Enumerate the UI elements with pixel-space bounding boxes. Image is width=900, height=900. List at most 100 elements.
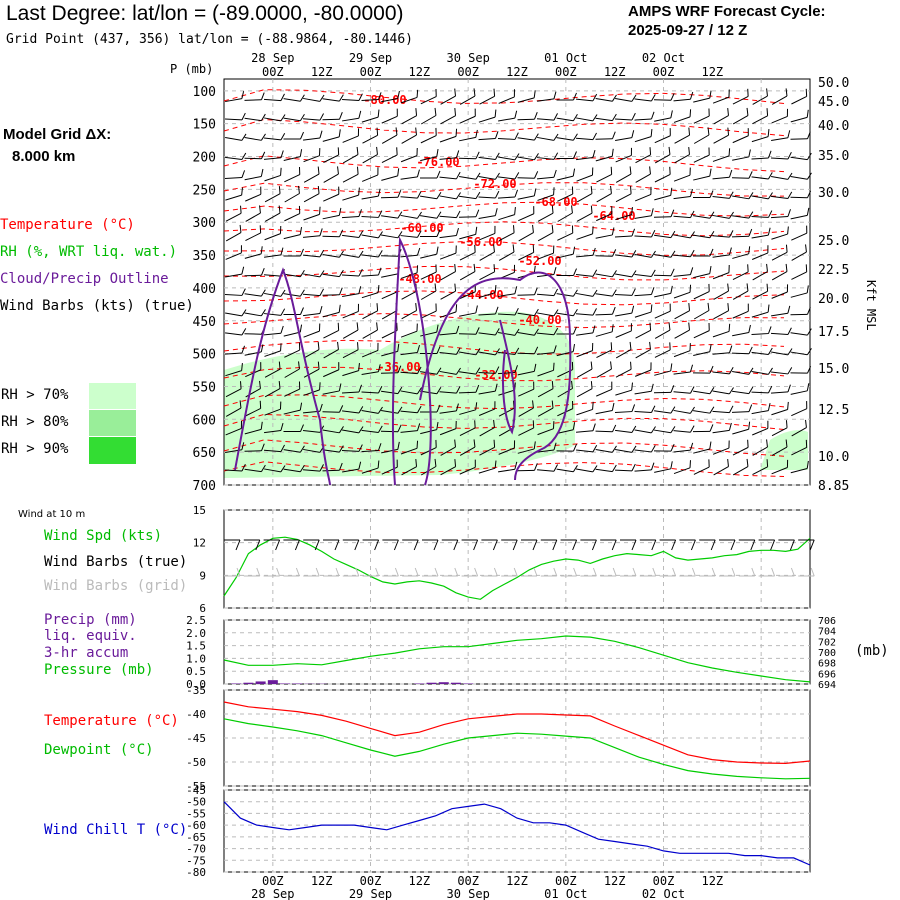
wind-barb — [264, 465, 286, 473]
wind-barb — [518, 244, 535, 261]
wind-barb-shaft — [400, 96, 418, 104]
wind-barb-flag — [689, 406, 695, 414]
wind-barb-grid-flag — [236, 567, 241, 577]
wind-barb-shaft — [303, 312, 320, 317]
wind-barb — [576, 167, 594, 182]
wind-barb-flag — [475, 226, 478, 235]
legend-accum: 3-hr accum — [44, 645, 129, 661]
wind-barb-shaft — [420, 156, 437, 162]
wind-panel-tick-label: 6 — [199, 602, 206, 615]
wind-barb-shaft — [225, 312, 242, 317]
wind-barb-flag — [300, 307, 304, 315]
wind-barb — [302, 228, 323, 238]
wind-barb-flag — [592, 269, 598, 277]
temperature-contour — [223, 201, 785, 217]
wind-barb-grid-flag — [592, 567, 597, 577]
wind-barb-flag — [806, 460, 809, 469]
wind-barb-shaft — [732, 371, 749, 375]
wind-barb — [498, 225, 515, 242]
wind-barb-shaft — [478, 175, 496, 180]
wind-barb-flag — [631, 404, 636, 412]
wind-barb — [401, 302, 417, 320]
wind-barb-shaft — [712, 352, 730, 355]
wind-barb-flag — [592, 423, 596, 431]
wind-barb-flag — [806, 383, 810, 391]
wind-barb — [341, 268, 363, 277]
wind-barb — [342, 250, 364, 258]
wind-barb — [751, 129, 770, 143]
wind-barb-flag — [612, 131, 616, 139]
wind-barb-flag — [298, 205, 301, 214]
wind-barb — [634, 94, 656, 102]
wind-barb — [615, 270, 637, 278]
time-tick-label-top: 12Z — [311, 65, 333, 79]
wind-barb — [361, 460, 380, 474]
time-tick-label-top: 12Z — [604, 65, 626, 79]
wind-barb-flag — [806, 225, 808, 234]
wind-barb-shaft — [537, 212, 554, 222]
wind-barb — [713, 107, 729, 125]
wind-barb-shaft — [615, 154, 632, 163]
wind-barb-flag — [631, 382, 633, 391]
wind-barb-shaft — [459, 95, 476, 105]
wind-barb-flag — [787, 305, 791, 314]
wind-barb-shaft — [673, 350, 691, 358]
wind-barb — [517, 287, 538, 296]
cloud-outline — [499, 319, 516, 435]
wind-barb-shaft — [245, 232, 261, 241]
wind-barb-shaft — [615, 254, 632, 258]
wind-barb-shaft — [517, 312, 535, 317]
wind-barb-flag — [767, 403, 771, 411]
wind-barb — [536, 464, 559, 472]
wind-barb — [634, 287, 655, 297]
wind-barb — [342, 406, 364, 414]
wind-barb-shaft — [771, 371, 789, 375]
wind-barb — [596, 381, 613, 397]
wind-barb — [653, 268, 675, 277]
wind-barb — [615, 323, 632, 338]
wind-barb-flag — [514, 189, 519, 198]
wind-barb-shaft — [596, 193, 612, 203]
wind-barb-flag — [572, 133, 578, 141]
wind-barb-grid-flag — [751, 567, 756, 577]
wind-barb-flag — [514, 347, 520, 355]
wind-barb-flag — [807, 366, 812, 374]
wind-barb-shaft — [615, 448, 632, 453]
wind-barb-true-flag — [235, 539, 241, 551]
wind-barb — [751, 172, 773, 180]
wind-barb-flag — [397, 231, 403, 239]
wind-barb — [575, 444, 598, 453]
wind-barb-flag — [377, 188, 381, 197]
wind-barb-flag — [436, 170, 441, 179]
wind-barb — [693, 265, 712, 279]
wind-barb-flag — [787, 172, 793, 180]
wind-barb-flag — [767, 245, 769, 253]
wind-barb-shaft — [361, 234, 379, 239]
wind-barb-shaft — [284, 174, 300, 183]
wind-barb — [634, 186, 652, 202]
wind-barb-shaft — [693, 134, 710, 144]
wind-barb-shaft — [732, 331, 749, 337]
wind-barb-shaft — [439, 391, 457, 394]
wind-barb-true-flag — [730, 539, 736, 551]
wind-barb-flag — [592, 444, 598, 453]
wind-barb — [713, 458, 729, 476]
wind-barb-flag — [807, 190, 812, 198]
wind-barb — [575, 269, 598, 277]
wind-barb-shaft — [284, 213, 300, 222]
wind-barb-flag — [689, 167, 691, 176]
wind-barb-shaft — [615, 312, 632, 317]
wind-barb-flag — [298, 381, 301, 390]
wind-barb-shaft — [381, 175, 398, 181]
wind-barb-flag — [748, 211, 754, 219]
wind-barb — [536, 327, 559, 336]
wind-barb-flag — [592, 247, 596, 256]
wind-barb-flag — [571, 380, 573, 389]
wind-barb-shaft — [420, 447, 437, 456]
wind-barb-flag — [241, 463, 246, 472]
wind-barb-shaft — [693, 234, 710, 239]
wind-barb-flag — [631, 228, 636, 237]
wind-barb-flag — [553, 309, 559, 317]
wind-barb-shaft — [459, 115, 476, 124]
wind-barb-flag — [454, 108, 457, 116]
